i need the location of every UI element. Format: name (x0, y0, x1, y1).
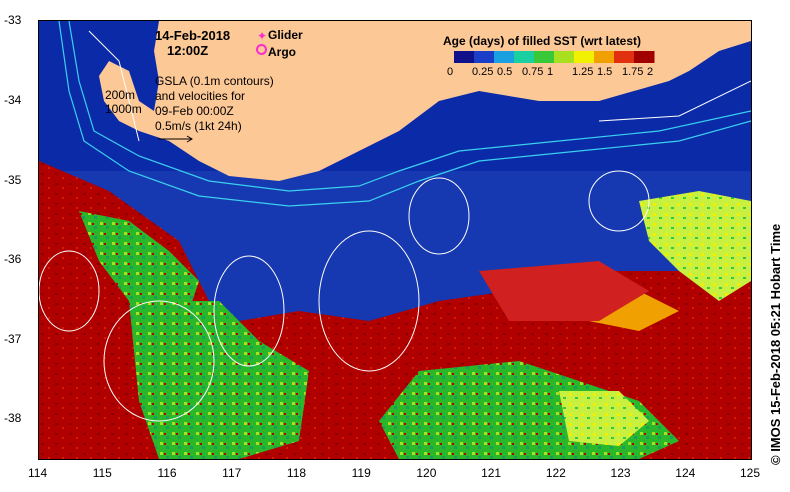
y-tick-label: -33 (4, 13, 22, 27)
y-tick-label: -34 (4, 93, 22, 107)
colorbar-tick-label: 1.5 (597, 66, 613, 78)
colorbar-ticks: 0 0.25 0.5 0.75 1 1.25 1.5 1.75 2 (447, 66, 654, 80)
x-tick-label: 125 (740, 466, 761, 480)
green-patch-center (129, 301, 309, 459)
x-tick-label: 118 (286, 466, 307, 480)
gsla-eddy-3 (318, 230, 420, 372)
colorbar-segment (494, 51, 515, 63)
gsla-line1: GSLA (0.1m contours) (155, 74, 274, 88)
x-tick-label: 114 (28, 466, 48, 480)
colorbar-tick-label: 0.5 (497, 66, 513, 78)
colorbar-segment (594, 51, 615, 63)
y-tick-label: -38 (4, 411, 22, 425)
sst-map (39, 21, 751, 459)
gsla-line-1 (88, 30, 140, 142)
gsla-eddy-6 (103, 300, 215, 422)
contour-1000m (58, 21, 751, 207)
x-tick-label: 119 (351, 466, 371, 480)
colorbar-segment (474, 51, 495, 63)
colorbar-tick-label: 0 (447, 66, 454, 78)
colorbar-segment (634, 51, 655, 63)
y-tick-label: -35 (4, 173, 22, 187)
colorbar-tick-label: 2 (647, 66, 654, 78)
credit-label: © IMOS 15-Feb-2018 05:21 Hobart Time (768, 223, 783, 465)
gsla-line3: 09-Feb 00:00Z (155, 104, 234, 118)
lime-patch-east (639, 191, 751, 301)
colorbar-segment (514, 51, 535, 63)
y-tick-label: -37 (4, 332, 22, 346)
x-tick-label: 117 (222, 466, 242, 480)
map-panel (38, 20, 752, 460)
gsla-eddy-2 (588, 170, 650, 232)
x-tick-label: 116 (157, 466, 177, 480)
x-tick-label: 120 (416, 466, 437, 480)
argo-marker-icon (256, 44, 267, 55)
colorbar (454, 51, 655, 63)
x-tick-label: 122 (545, 466, 566, 480)
gsla-line2: and velocities for (155, 89, 246, 103)
contour-1000m-label: 1000m (105, 102, 142, 116)
colorbar-title: Age (days) of filled SST (wrt latest) (443, 34, 642, 48)
colorbar-segment (554, 51, 575, 63)
velocity-scale-label: 0.5m/s (1kt 24h) (155, 119, 242, 133)
red-patch-east (479, 261, 649, 321)
gsla-eddy-5 (39, 250, 100, 332)
colorbar-tick-label: 0.25 (472, 66, 494, 78)
colorbar-tick-label: 1.25 (572, 66, 594, 78)
contour-200m-label: 200m (105, 88, 136, 102)
colorbar-segment (614, 51, 635, 63)
y-tick-label: -36 (4, 252, 22, 266)
green-patch-west (79, 211, 199, 321)
date-label: 14-Feb-2018 (155, 28, 231, 43)
x-tick-label: 124 (675, 466, 696, 480)
argo-label: Argo (268, 45, 296, 59)
colorbar-tick-label: 0.75 (522, 66, 544, 78)
colorbar-tick-label: 1.75 (622, 66, 644, 78)
x-tick-label: 115 (92, 466, 112, 480)
colorbar-segment (534, 51, 555, 63)
lime-patch-south (559, 391, 649, 446)
velocity-scale-arrow-icon (158, 135, 193, 143)
land-northwest (39, 21, 79, 41)
gsla-contours (39, 30, 751, 422)
time-label: 12:00Z (167, 43, 209, 58)
colorbar-segment (574, 51, 595, 63)
glider-label: Glider (268, 28, 303, 42)
gsla-eddy-1 (408, 177, 470, 255)
gsla-line-2 (598, 80, 751, 122)
x-tick-label: 121 (481, 466, 502, 480)
colorbar-segment (454, 51, 475, 63)
gsla-eddy-4 (213, 255, 285, 367)
contour-200m (68, 21, 751, 192)
glider-marker-icon: ✦ (257, 29, 268, 43)
x-tick-label: 123 (610, 466, 631, 480)
colorbar-tick-label: 1 (547, 66, 554, 78)
